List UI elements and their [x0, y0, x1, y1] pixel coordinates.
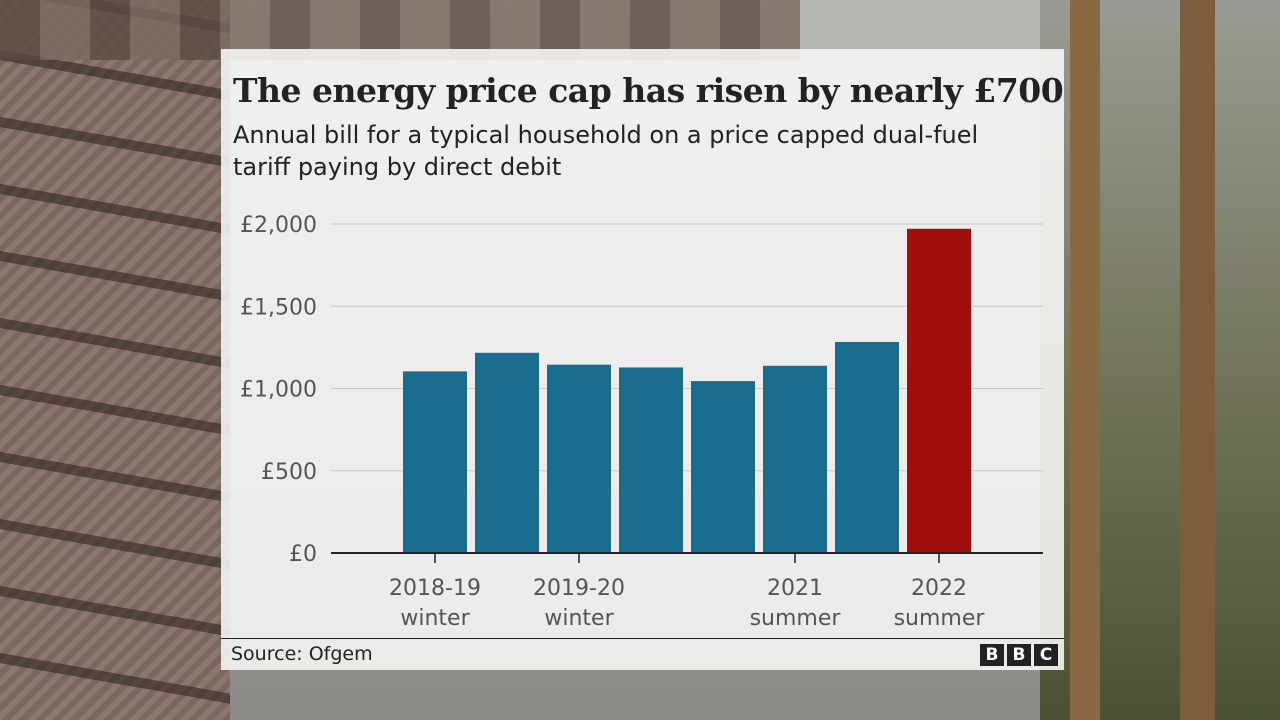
- y-tick-label: £500: [261, 460, 317, 485]
- x-tick-label: 2018-19: [389, 576, 481, 601]
- chart-title: The energy price cap has risen by nearly…: [233, 71, 1064, 110]
- source-label: Source: Ofgem: [231, 643, 373, 665]
- bar: [835, 341, 899, 553]
- bbc-logo: B B C: [980, 644, 1058, 666]
- bbc-logo-letter: C: [1034, 644, 1058, 666]
- x-tick-label: 2021: [767, 576, 823, 601]
- bbc-logo-letter: B: [1007, 644, 1031, 666]
- bar: [475, 352, 539, 553]
- bar: [763, 365, 827, 553]
- footer-divider: [221, 638, 1064, 639]
- bar: [691, 381, 755, 553]
- bar: [403, 371, 467, 553]
- bar-chart: £0 £500 £1,000 £1,500 £2,000 2018-19 winter 201…: [240, 213, 1043, 631]
- bar: [619, 367, 683, 553]
- x-tick-label: winter: [544, 606, 614, 631]
- garden-planter: [1040, 0, 1280, 720]
- bbc-logo-letter: B: [980, 644, 1004, 666]
- y-tick-label: £0: [289, 542, 317, 567]
- y-tick-label: £2,000: [240, 213, 317, 238]
- y-tick-label: £1,000: [240, 378, 317, 403]
- x-tick-label: 2022: [911, 576, 967, 601]
- y-tick-label: £1,500: [240, 295, 317, 320]
- x-tick-label: winter: [400, 606, 470, 631]
- brick-wall: [0, 0, 260, 720]
- x-tick-label: summer: [894, 606, 986, 631]
- bar: [907, 228, 971, 553]
- x-tick-label: 2019-20: [533, 576, 625, 601]
- bar: [547, 364, 611, 553]
- x-tick-label: summer: [750, 606, 842, 631]
- chart-panel: The energy price cap has risen by nearly…: [221, 49, 1064, 670]
- chart-subtitle: Annual bill for a typical household on a…: [233, 121, 979, 181]
